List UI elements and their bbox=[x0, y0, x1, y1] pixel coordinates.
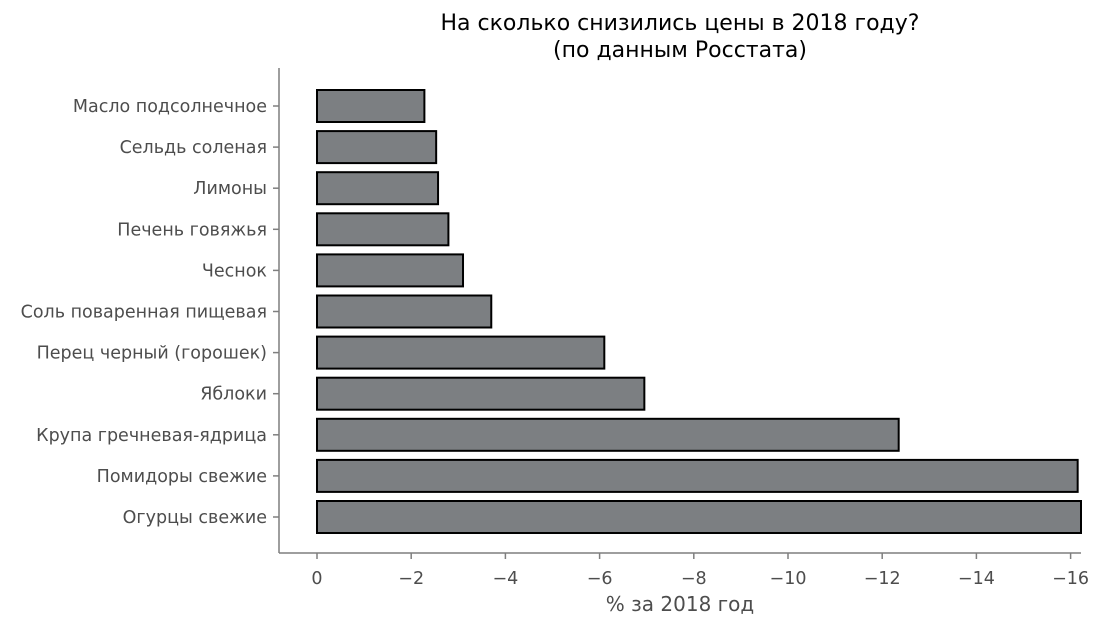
category-label: Огурцы свежие bbox=[123, 508, 267, 528]
bar-2 bbox=[316, 130, 438, 165]
bar-11 bbox=[316, 500, 1082, 534]
bar-1 bbox=[316, 89, 426, 123]
category-label: Сельдь соленая bbox=[120, 138, 267, 158]
chart-subtitle: (по данным Росстата) bbox=[553, 38, 807, 63]
bar-10 bbox=[316, 458, 1079, 493]
category-label: Перец черный (горошек) bbox=[37, 344, 267, 364]
bar-5 bbox=[316, 253, 465, 288]
category-label: Соль поваренная пищевая bbox=[21, 303, 267, 323]
x-axis-title: % за 2018 год bbox=[606, 592, 754, 616]
bars bbox=[316, 89, 1082, 534]
x-tick-label: −16 bbox=[1052, 569, 1089, 589]
category-labels: Масло подсолнечное Сельдь соленая Лимоны Пе… bbox=[21, 97, 279, 528]
category-label: Печень говяжья bbox=[117, 220, 267, 240]
bar-4 bbox=[316, 212, 450, 247]
x-axis-ticks: 0 −2 −4 −6 −8 −10 −12 −14 −16 bbox=[311, 553, 1089, 589]
chart-title: На сколько снизились цены в 2018 году? bbox=[441, 11, 920, 36]
bar-9 bbox=[316, 417, 900, 452]
category-label: Яблоки bbox=[200, 385, 267, 405]
category-label: Лимоны bbox=[193, 179, 267, 199]
x-tick-label: −2 bbox=[398, 569, 424, 589]
x-tick-label: −4 bbox=[492, 569, 518, 589]
bar-8 bbox=[316, 376, 646, 411]
x-tick-label: −14 bbox=[958, 569, 995, 589]
bar-3 bbox=[316, 171, 440, 206]
category-label: Масло подсолнечное bbox=[73, 97, 267, 117]
category-label: Помидоры свежие bbox=[97, 467, 267, 487]
bar-7 bbox=[316, 335, 606, 370]
x-tick-label: −6 bbox=[587, 569, 613, 589]
bar-6 bbox=[316, 294, 493, 329]
x-tick-label: −10 bbox=[770, 569, 807, 589]
category-label: Крупа гречневая-ядрица bbox=[36, 426, 267, 446]
x-tick-label: −8 bbox=[681, 569, 707, 589]
x-tick-label: 0 bbox=[311, 569, 322, 589]
x-tick-label: −12 bbox=[864, 569, 901, 589]
category-label: Чеснок bbox=[202, 261, 267, 281]
